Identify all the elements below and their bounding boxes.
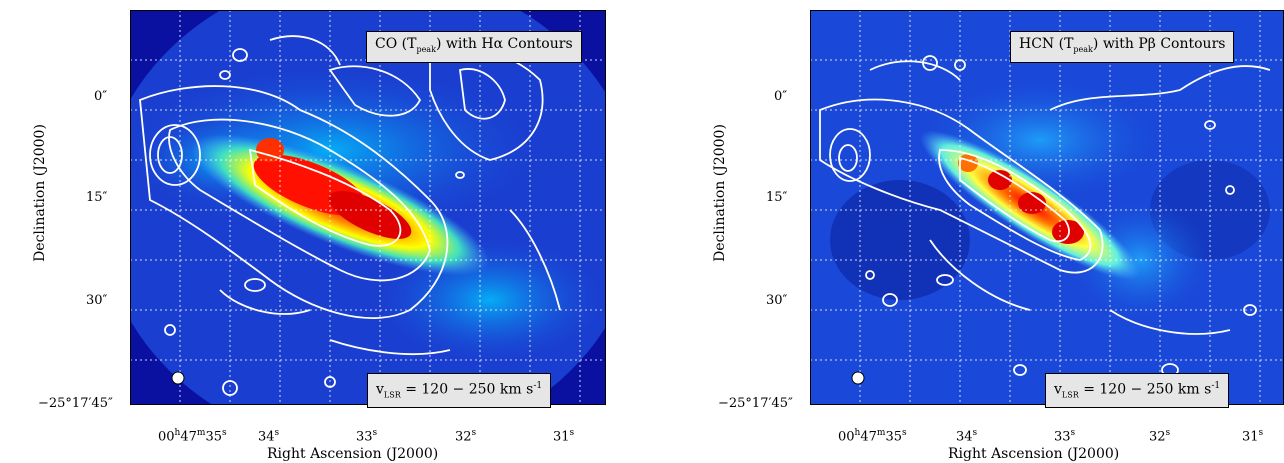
hcn-xtick-35: 00h47m35s (838, 428, 907, 445)
co-title-box: CO (Tpeak) with Hα Contours (366, 31, 582, 63)
co-title-sub: peak (416, 44, 436, 54)
co-xtick-35: 00h47m35s (158, 428, 227, 445)
hcn-x-axis-label: Right Ascension (J2000) (948, 446, 1120, 462)
co-xtick-32: 32s (455, 428, 477, 445)
co-vlsr-sup: -1 (533, 381, 543, 391)
co-panel: CO (Tpeak) with Hα Contours vLSR = 120 −… (0, 0, 606, 463)
co-vlsr-sub: LSR (383, 390, 401, 400)
co-title-tail: ) with Hα Contours (435, 36, 573, 52)
co-y-axis-label: Declination (J2000) (32, 124, 48, 262)
hcn-title-sub: peak (1073, 44, 1093, 54)
co-ytick-15: 15″ (86, 190, 108, 205)
co-vlsr-text: = 120 − 250 km s (400, 381, 534, 398)
co-title-text: CO (T (375, 36, 417, 52)
co-ytick-0: 0″ (94, 89, 108, 104)
hcn-panel: HCN (Tpeak) with Pβ Contours vLSR = 120 … (680, 0, 1284, 463)
co-vlsr-box: vLSR = 120 − 250 km s-1 (367, 373, 552, 409)
hcn-vlsr-box: vLSR = 120 − 250 km s-1 (1045, 373, 1230, 409)
hcn-ytick-30: 30″ (766, 293, 788, 308)
hcn-title-box: HCN (Tpeak) with Pβ Contours (1010, 31, 1235, 63)
co-vlsr-v: v (376, 381, 384, 398)
co-ytick-45: −25°17′45″ (38, 396, 113, 411)
hcn-title-text: HCN (T (1019, 36, 1074, 52)
hcn-vlsr-sup: -1 (1211, 381, 1221, 391)
hcn-ytick-0: 0″ (774, 89, 788, 104)
co-xtick-33: 33s (356, 428, 378, 445)
hcn-vlsr-v: v (1054, 381, 1062, 398)
co-map-image (130, 10, 606, 405)
hcn-ytick-45: −25°17′45″ (718, 396, 793, 411)
hcn-xtick-34: 34s (956, 428, 978, 445)
co-x-axis-label: Right Ascension (J2000) (267, 446, 439, 462)
hcn-y-axis-label: Declination (J2000) (712, 124, 728, 262)
co-xtick-34: 34s (258, 428, 280, 445)
co-xtick-31: 31s (553, 428, 575, 445)
hcn-xtick-33: 33s (1054, 428, 1076, 445)
hcn-vlsr-sub: LSR (1061, 390, 1079, 400)
hcn-ytick-15: 15″ (766, 190, 788, 205)
hcn-map-image (810, 10, 1284, 405)
hcn-title-tail: ) with Pβ Contours (1092, 36, 1226, 52)
co-ytick-30: 30″ (86, 293, 108, 308)
hcn-vlsr-text: = 120 − 250 km s (1078, 381, 1212, 398)
hcn-xtick-31: 31s (1242, 428, 1264, 445)
hcn-xtick-32: 32s (1149, 428, 1171, 445)
